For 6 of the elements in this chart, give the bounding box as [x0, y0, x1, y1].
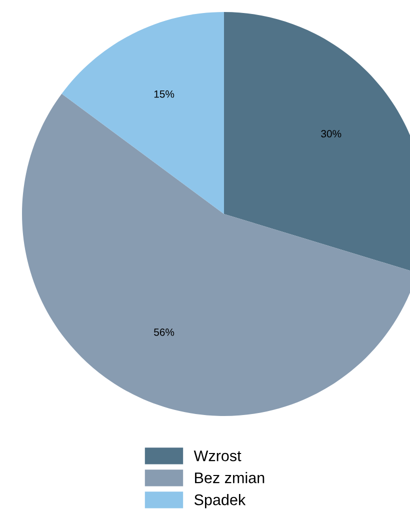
legend-label: Wzrost [194, 450, 242, 462]
legend-label: Bez zmian [195, 472, 264, 484]
data-label: 15% [154, 90, 174, 98]
legend-label: Spadek [194, 494, 246, 508]
data-label: 30% [321, 130, 342, 138]
data-label: 56% [154, 328, 174, 336]
